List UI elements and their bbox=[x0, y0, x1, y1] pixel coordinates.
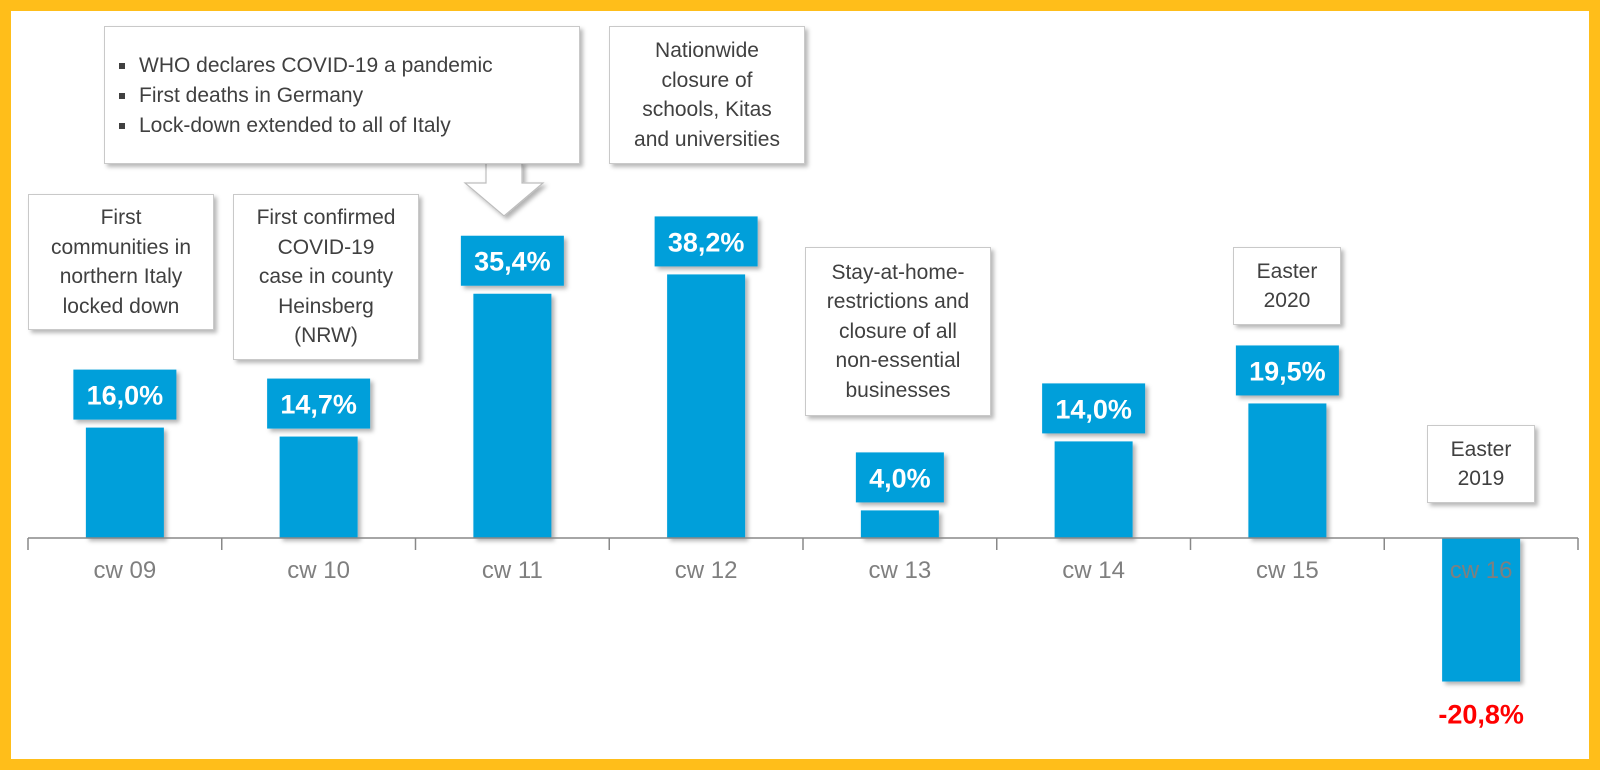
data-label: 14,0% bbox=[1055, 394, 1132, 424]
data-label: 4,0% bbox=[869, 463, 931, 493]
annotation-cw11-item: First deaths in Germany bbox=[119, 81, 569, 111]
bar-cw09 bbox=[85, 427, 164, 538]
bar-cw10 bbox=[279, 436, 358, 538]
bar-cw12 bbox=[667, 274, 746, 538]
data-label: 35,4% bbox=[474, 247, 551, 277]
x-tick-label: cw 10 bbox=[287, 557, 350, 584]
x-tick-label: cw 11 bbox=[482, 557, 543, 584]
annotation-cw15: Easter 2020 bbox=[1233, 247, 1341, 325]
data-label-box bbox=[73, 369, 177, 420]
data-label-box bbox=[460, 235, 564, 286]
value-labels-group: cw 09 16,0% cw 10 14,7% cw 11 35,4% cw 12 38,2%… bbox=[73, 216, 1524, 730]
x-tick-label: cw 09 bbox=[94, 557, 157, 584]
annotation-cw11-item: WHO declares COVID-19 a pandemic bbox=[119, 51, 569, 81]
x-tick-label: cw 14 bbox=[1062, 557, 1125, 584]
annotation-cw10: First confirmed COVID-19 case in county … bbox=[233, 194, 419, 360]
data-label: 38,2% bbox=[668, 227, 745, 257]
data-label: 19,5% bbox=[1249, 356, 1326, 386]
data-label: 16,0% bbox=[87, 381, 164, 411]
bar-cw14 bbox=[1054, 441, 1133, 538]
data-label-box bbox=[1042, 383, 1146, 434]
bar-cw15 bbox=[1248, 403, 1327, 538]
bar-cw16 bbox=[1442, 538, 1521, 682]
data-label-box bbox=[267, 378, 371, 429]
data-label: 14,7% bbox=[280, 390, 357, 420]
data-label-box bbox=[855, 452, 944, 503]
down-arrow-icon bbox=[463, 161, 545, 217]
annotation-cw12: Nationwide closure of schools, Kitas and… bbox=[609, 26, 805, 164]
bars-group bbox=[85, 274, 1521, 682]
x-tick-label: cw 15 bbox=[1256, 557, 1319, 584]
bar-cw11 bbox=[473, 293, 552, 538]
annotation-cw13: Stay-at-home- restrictions and closure o… bbox=[805, 247, 991, 416]
annotation-cw09: First communities in northern Italy lock… bbox=[28, 194, 214, 330]
annotation-cw11-item: Lock-down extended to all of Italy bbox=[119, 111, 569, 141]
annotation-cw16: Easter 2019 bbox=[1427, 425, 1535, 503]
x-tick-label: cw 13 bbox=[869, 557, 932, 584]
annotation-cw11: WHO declares COVID-19 a pandemic First d… bbox=[104, 26, 580, 164]
x-tick-label: cw 12 bbox=[675, 557, 738, 584]
data-label-box bbox=[1235, 345, 1339, 396]
x-tick-label: cw 16 bbox=[1450, 557, 1513, 584]
data-label-box bbox=[654, 216, 758, 267]
x-axis-ticks bbox=[27, 538, 1579, 550]
bar-cw13 bbox=[860, 510, 939, 538]
data-label: -20,8% bbox=[1438, 700, 1524, 730]
